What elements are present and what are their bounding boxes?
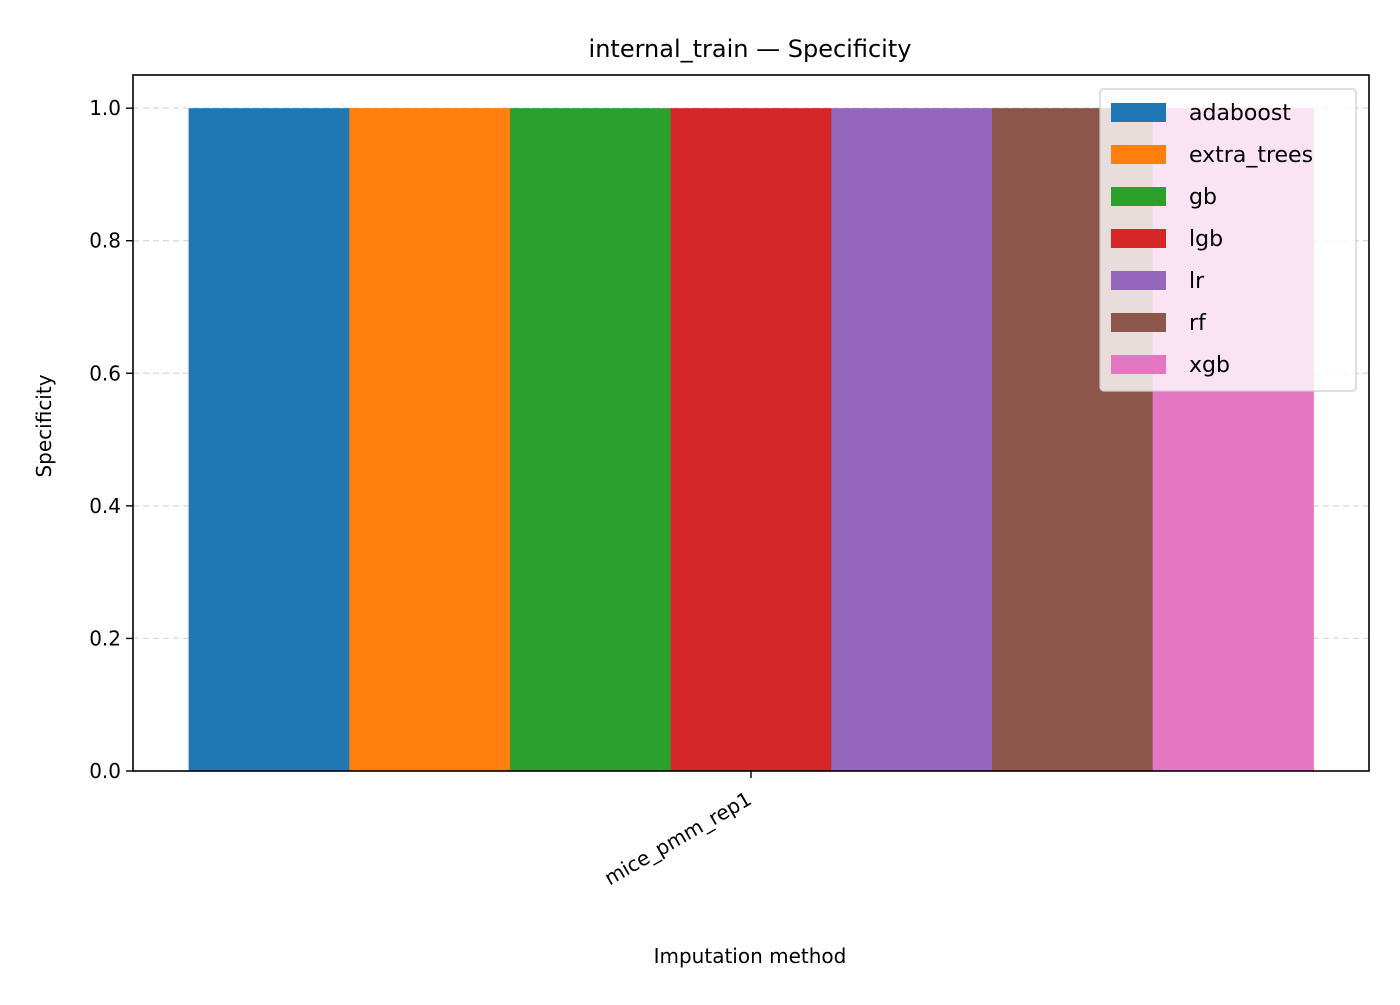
legend-label-adaboost: adaboost — [1189, 101, 1291, 126]
y-axis: 0.0 0.2 0.4 0.6 0.8 1.0 — [89, 96, 133, 783]
bar-adaboost-mice_pmm_rep1 — [188, 108, 350, 771]
y-tick-label: 0.8 — [89, 229, 121, 253]
y-axis-label: Specificity — [32, 374, 56, 477]
legend-swatch-lgb — [1111, 229, 1166, 248]
legend-swatch-xgb — [1111, 355, 1166, 374]
legend-label-lgb: lgb — [1189, 227, 1223, 252]
bar-gb-mice_pmm_rep1 — [509, 108, 672, 771]
legend-label-rf: rf — [1189, 311, 1207, 336]
legend-label-gb: gb — [1189, 185, 1217, 210]
y-tick-label: 0.0 — [89, 759, 121, 783]
y-tick-label: 0.4 — [89, 494, 121, 518]
y-tick-label: 0.6 — [89, 361, 121, 385]
legend-label-lr: lr — [1189, 269, 1205, 294]
legend-label-xgb: xgb — [1189, 353, 1230, 378]
legend-swatch-extra_trees — [1111, 145, 1166, 164]
bar-lr-mice_pmm_rep1 — [831, 108, 993, 771]
chart-title: internal_train — Specificity — [589, 35, 912, 63]
legend-label-extra_trees: extra_trees — [1189, 143, 1313, 168]
y-tick-label: 1.0 — [89, 96, 121, 120]
x-axis-label: Imputation method — [654, 944, 847, 968]
legend-swatch-adaboost — [1111, 103, 1166, 122]
legend-swatch-gb — [1111, 187, 1166, 206]
y-tick-label: 0.2 — [89, 626, 121, 650]
bar-lgb-mice_pmm_rep1 — [670, 108, 832, 771]
legend-swatch-rf — [1111, 313, 1166, 332]
legend-swatch-lr — [1111, 271, 1166, 290]
bar-extra_trees-mice_pmm_rep1 — [349, 108, 511, 771]
